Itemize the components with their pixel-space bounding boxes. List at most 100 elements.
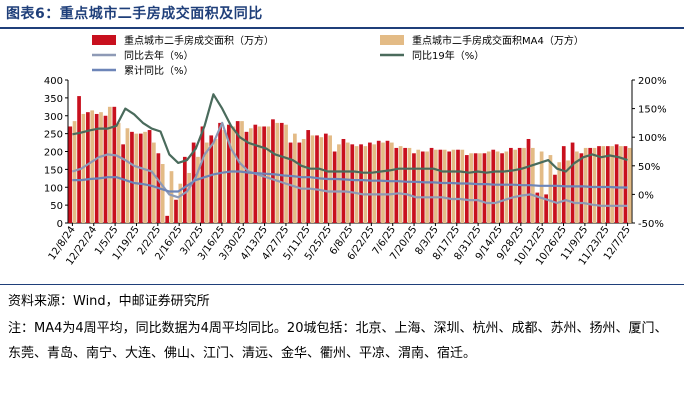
ma4-bar [469,153,473,223]
ma4-bar [143,131,147,223]
ma4-bar [178,183,183,223]
area-bar [570,142,575,223]
y-tick-label: 350 [44,94,63,105]
ma4-bar [398,146,403,223]
ma4-bar [460,149,465,223]
area-bar [394,147,399,223]
y2-tick-label: 150% [638,105,667,116]
area-bar [614,144,619,223]
chart-area: 重点城市二手房成交面积（万方） 重点城市二手房成交面积MA4（万方） 同比去年（%）… [44,34,667,268]
legend-label: 累计同比（%） [124,64,194,77]
y-tick-label: 400 [44,76,63,87]
ma4-bar [504,151,509,223]
ma4-bar [337,144,341,223]
area-bar [579,153,584,223]
y-tick-label: 200 [44,148,63,159]
ma4-bar [425,151,429,223]
area-bar [561,146,566,223]
ma4-bar [248,128,253,223]
area-bar [86,112,90,223]
area-bar [332,151,337,223]
source-text: 资料来源：Wind，中邮证券研究所 [8,294,210,309]
y2-tick-label: 0% [638,190,654,201]
line-series [72,93,628,207]
ma4-bar [619,146,623,223]
area-bar [447,151,452,223]
ma4-bar [539,151,544,223]
ma4-bar [301,138,306,223]
yoy-2019-line [72,93,628,174]
area-bar [535,192,540,223]
y-tick-label: 100 [44,183,63,194]
ma4-bar [407,147,412,223]
area-bar [147,130,152,223]
area-bar [403,147,407,223]
ma4-bar [90,110,95,223]
area-bar [297,142,302,223]
ma4-bar [293,133,297,223]
y-tick-label: 250 [44,130,63,141]
area-bar [597,146,601,223]
legend: 重点城市二手房成交面积（万方） 重点城市二手房成交面积MA4（万方） 同比去年（%）… [92,34,584,77]
area-bar [588,147,593,223]
ma4-bar [451,149,456,223]
ma4-bar [434,149,438,223]
y-tick-label: 300 [44,112,63,123]
area-bar [544,194,548,223]
ma4-bar [284,124,288,223]
area-bar [553,174,557,223]
y2-tick-label: 50% [638,162,660,173]
ma4-bar [169,171,174,223]
area-bar [77,96,81,223]
area-bar [412,153,416,223]
footer-divider [0,284,684,285]
area-bar [605,146,610,223]
ma4-bar [213,138,218,223]
ma4-bar [116,122,121,223]
ma4-bar [99,112,103,223]
area-bar [473,153,478,223]
y2-tick-label: 100% [638,133,667,144]
area-bar [288,142,293,223]
ma4-bar [160,164,165,223]
y-tick-label: 0 [57,219,63,230]
cumulative-yoy-line [72,170,628,193]
y2-tick-label: -50% [638,219,664,230]
area-bar [182,156,187,223]
area-bar [271,119,275,223]
ma4-bar [389,142,394,223]
area-bar [500,153,504,223]
area-bar [121,144,125,223]
ma4-bar [557,162,562,223]
area-bar [464,155,469,223]
ma4-bar [442,149,447,223]
area-bar [165,215,170,223]
ma4-bar [486,151,491,223]
ma4-bar [354,146,359,223]
ma4-bar [548,155,553,223]
ma4-bar [363,146,368,223]
legend-label: 重点城市二手房成交面积MA4（万方） [412,34,584,47]
legend-label: 同比19年（%） [412,49,484,62]
y2-tick-label: 200% [638,76,667,87]
area-bar [420,151,425,223]
area-bar [456,149,460,223]
area-bar [526,138,531,223]
title-divider [0,27,684,29]
area-bar [227,124,231,223]
ma4-bar [495,151,500,223]
ma4-bar [319,137,324,223]
ma4-bar [152,142,156,223]
ma4-bar [134,133,139,223]
area-bar [174,199,178,223]
ma4-bar [231,126,236,223]
area-bar [68,126,73,223]
ma4-bar [345,142,350,223]
yoy-last-year-line [72,121,628,207]
ma4-bar [107,106,112,223]
ma4-bar [222,130,227,223]
area-bar [376,140,381,223]
legend-swatch [380,35,404,45]
ma4-bar [627,147,632,223]
ma4-bar [187,172,191,223]
